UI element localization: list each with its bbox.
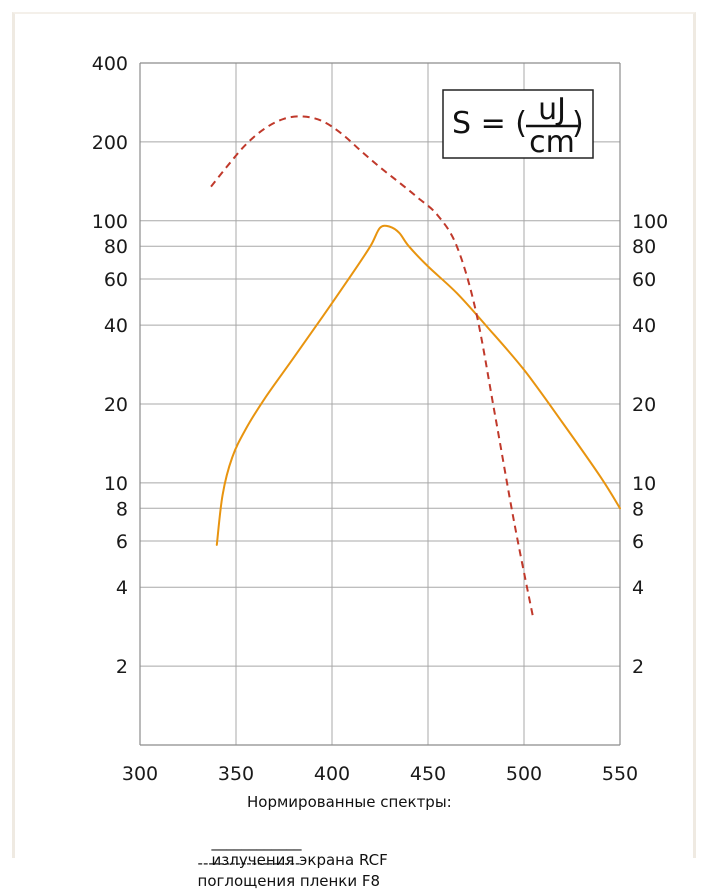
y-tick-label-left-60: 60 [104, 269, 128, 291]
y-tick-label-right-100: 100 [632, 211, 668, 233]
chart-svg: 300 350 400 450 500 550 400 200 100 80 60 40 20 10 8 6 4… [92, 53, 669, 785]
y-tick-label-right-4: 4 [632, 577, 644, 599]
x-tick-label-300: 300 [122, 763, 158, 785]
y-tick-label-right-20: 20 [632, 394, 656, 416]
y-tick-label-right-8: 8 [632, 498, 644, 520]
legend-title: Нормированные спектры: [247, 793, 452, 811]
tick-labels: 300 350 400 450 500 550 400 200 100 80 60 40 20 10 8 6 4… [92, 53, 669, 785]
y-tick-label-left-10: 10 [104, 473, 128, 495]
formula-rhs: ) [572, 106, 584, 141]
legend-entry-dashed: ------------------- поглощения пленки F8 [188, 836, 381, 890]
x-tick-label-450: 450 [410, 763, 446, 785]
chart-frame [12, 12, 696, 858]
legend-key-solid: ____________ [211, 833, 302, 851]
y-tick-label-right-60: 60 [632, 269, 656, 291]
y-tick-label-left-2: 2 [116, 656, 128, 678]
y-tick-label-left-80: 80 [104, 236, 128, 258]
series-line-solid [215, 224, 621, 546]
formula-lhs: S = ( [452, 106, 527, 141]
x-tick-label-400: 400 [314, 763, 350, 785]
x-tick-label-350: 350 [218, 763, 254, 785]
series-line-dashed [210, 115, 535, 621]
formula-denominator: cm [529, 125, 575, 160]
y-tick-label-right-80: 80 [632, 236, 656, 258]
axes [139, 62, 621, 746]
y-tick-label-left-4: 4 [116, 577, 128, 599]
legend-key-dashed: ------------------- [197, 854, 301, 872]
y-tick-label-left-8: 8 [116, 498, 128, 520]
y-tick-label-right-10: 10 [632, 473, 656, 495]
x-tick-label-500: 500 [506, 763, 542, 785]
y-tick-label-left-200: 200 [92, 132, 128, 154]
y-tick-label-right-40: 40 [632, 315, 656, 337]
y-tick-label-left-100: 100 [92, 211, 128, 233]
formula-numerator: uJ [538, 92, 566, 127]
legend-label-dashed: поглощения пленки F8 [197, 872, 381, 890]
y-tick-label-right-6: 6 [632, 531, 644, 553]
legend-entry-solid: ____________ излучения экрана RCF [202, 815, 388, 869]
y-tick-label-right-2: 2 [632, 656, 644, 678]
y-tick-label-left-20: 20 [104, 394, 128, 416]
y-tick-label-left-40: 40 [104, 315, 128, 337]
grid-lines [140, 63, 620, 745]
formula-box: S = ( uJ cm ) [442, 89, 594, 160]
series-layer [210, 115, 621, 621]
x-tick-label-550: 550 [602, 763, 638, 785]
legend-label-solid: излучения экрана RCF [211, 851, 388, 869]
formula-border [442, 89, 594, 159]
y-tick-label-left-6: 6 [116, 531, 128, 553]
y-tick-label-left-400: 400 [92, 53, 128, 75]
